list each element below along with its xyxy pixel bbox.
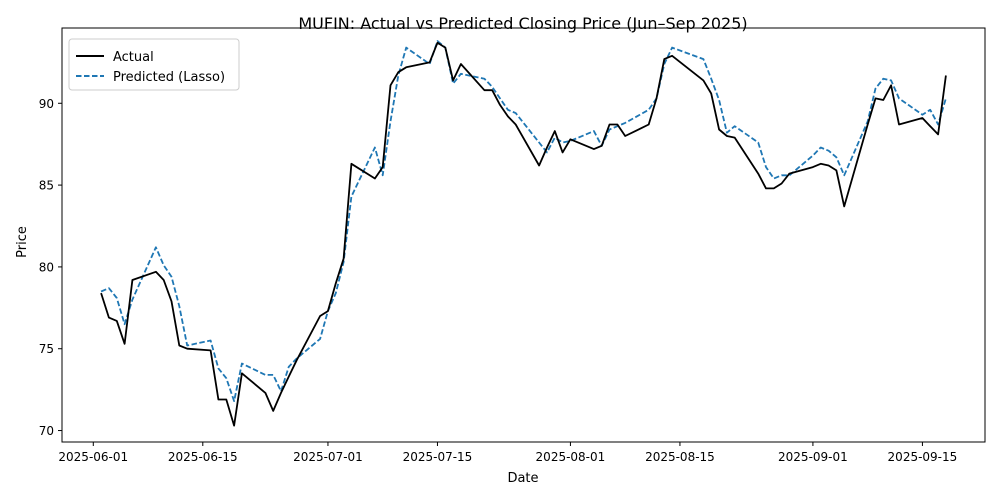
y-tick-label: 70 xyxy=(39,424,54,438)
x-tick-label: 2025-06-15 xyxy=(168,450,238,464)
legend-box xyxy=(68,38,240,91)
x-tick-label: 2025-08-15 xyxy=(645,450,715,464)
series-line-actual xyxy=(100,41,947,427)
y-tick-label: 80 xyxy=(39,260,54,274)
x-axis-label: Date xyxy=(507,471,538,486)
plot-area: 2025-06-01 2025-06-15 2025-07-01 2025-07-15… xyxy=(39,27,986,464)
legend: Actual Predicted (Lasso) xyxy=(68,38,240,91)
x-tick-label: 2025-09-15 xyxy=(888,450,958,464)
x-tick-label: 2025-07-15 xyxy=(403,450,473,464)
y-tick-label: 75 xyxy=(39,342,54,356)
plot-frame xyxy=(61,27,986,443)
x-tick-label: 2025-09-01 xyxy=(778,450,848,464)
legend-label-actual: Actual xyxy=(113,50,154,65)
y-tick-label: 90 xyxy=(39,97,54,111)
x-tick-label: 2025-07-01 xyxy=(293,450,363,464)
legend-label-predicted: Predicted (Lasso) xyxy=(113,70,225,85)
y-tick-label: 85 xyxy=(39,179,54,193)
series-lines xyxy=(100,40,947,427)
chart-title: MUFIN: Actual vs Predicted Closing Price… xyxy=(298,14,747,33)
y-axis: 70 75 80 85 90 xyxy=(39,97,62,438)
y-axis-label: Price xyxy=(15,226,30,258)
x-axis: 2025-06-01 2025-06-15 2025-07-01 2025-07-15… xyxy=(58,442,957,464)
x-tick-label: 2025-08-01 xyxy=(536,450,606,464)
x-tick-label: 2025-06-01 xyxy=(58,450,128,464)
series-line-predicted xyxy=(100,40,947,402)
